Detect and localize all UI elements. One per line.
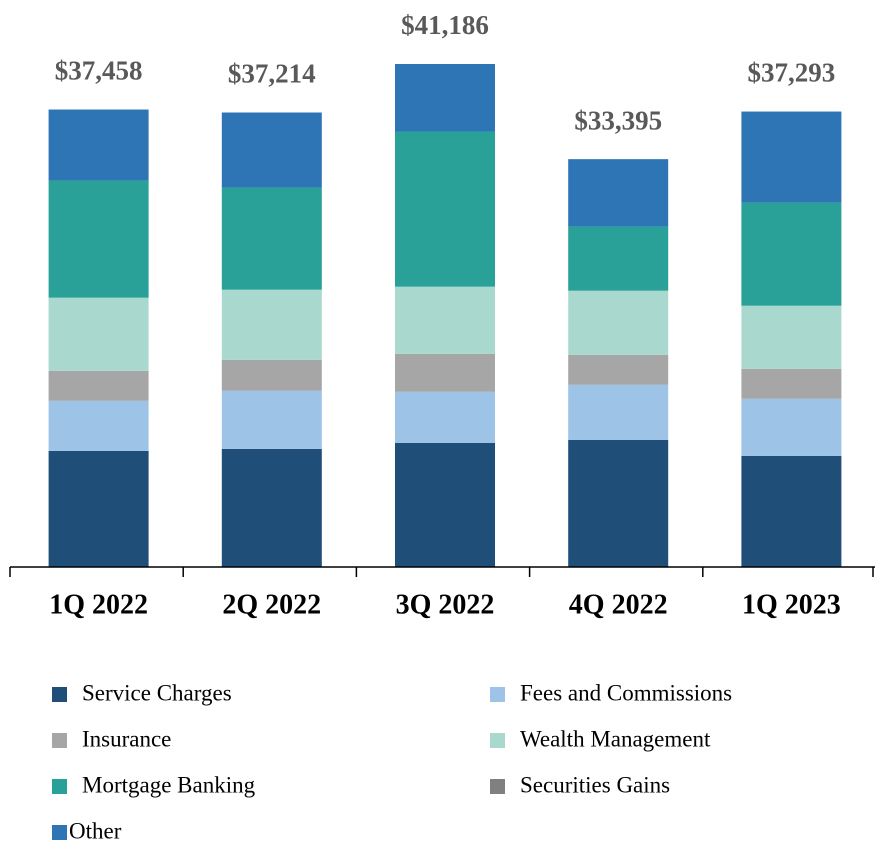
legend-swatch bbox=[52, 687, 67, 702]
bar-segment bbox=[741, 368, 842, 399]
x-tick-label: 3Q 2022 bbox=[396, 589, 495, 620]
bar-segment bbox=[48, 109, 149, 181]
x-tick-label: 1Q 2023 bbox=[742, 589, 841, 620]
bar-segment bbox=[568, 159, 669, 227]
bar-segment bbox=[48, 450, 149, 567]
x-tick-label: 2Q 2022 bbox=[222, 589, 321, 620]
bar-segment bbox=[48, 400, 149, 451]
bar-segment bbox=[568, 226, 669, 291]
legend-label: Mortgage Banking bbox=[82, 772, 256, 797]
bar-segment bbox=[395, 391, 495, 443]
bar-segment bbox=[568, 384, 669, 440]
bar-segment bbox=[221, 359, 322, 391]
bar-segment bbox=[741, 111, 842, 203]
bar-segment bbox=[221, 448, 322, 567]
legend-swatch bbox=[52, 825, 67, 840]
bar-segment bbox=[48, 180, 149, 298]
legend-label: Service Charges bbox=[82, 680, 232, 705]
total-label: $33,395 bbox=[574, 105, 662, 135]
total-label: $41,186 bbox=[401, 10, 489, 40]
x-tick-label: 4Q 2022 bbox=[569, 589, 668, 620]
bar-segment bbox=[568, 354, 669, 385]
legend-label: Securities Gains bbox=[520, 772, 670, 797]
x-tick-label: 1Q 2022 bbox=[49, 589, 148, 620]
total-label: $37,458 bbox=[55, 56, 143, 86]
bar-segment bbox=[395, 131, 495, 287]
bar-segment bbox=[395, 442, 495, 567]
bar-segment bbox=[741, 305, 842, 369]
bar-segment bbox=[568, 290, 669, 355]
legend-label: Other bbox=[69, 818, 122, 842]
legend-label: Wealth Management bbox=[520, 726, 711, 751]
legend-swatch bbox=[52, 733, 67, 748]
bar-segment bbox=[741, 398, 842, 456]
bar-segment bbox=[395, 286, 495, 354]
bar-segment bbox=[741, 202, 842, 306]
total-label: $37,293 bbox=[748, 58, 836, 88]
bar-segment bbox=[221, 187, 322, 290]
bar-segment bbox=[395, 353, 495, 392]
bar-segment bbox=[568, 439, 669, 567]
legend-swatch bbox=[490, 733, 505, 748]
bar-segment bbox=[395, 64, 495, 132]
legend-swatch bbox=[52, 779, 67, 794]
bar-segment bbox=[221, 289, 322, 360]
legend-label: Insurance bbox=[82, 726, 171, 751]
legend-swatch bbox=[490, 779, 505, 794]
bar-segment bbox=[48, 297, 149, 371]
bar-segment bbox=[221, 390, 322, 449]
legend-swatch bbox=[490, 687, 505, 702]
bar-segment bbox=[741, 455, 842, 567]
total-label: $37,214 bbox=[228, 59, 316, 89]
bar-segment bbox=[221, 112, 322, 188]
bar-segment bbox=[48, 370, 149, 401]
legend-label: Fees and Commissions bbox=[520, 680, 732, 705]
